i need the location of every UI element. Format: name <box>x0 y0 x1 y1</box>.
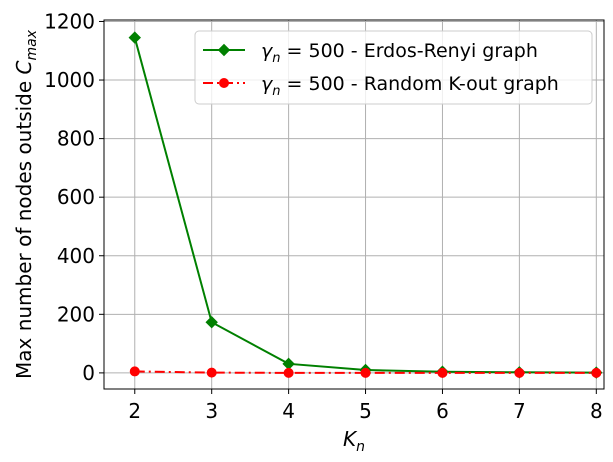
plot-frame <box>103 19 605 390</box>
y-tick-label-5: 1000 <box>44 68 95 92</box>
x-tick-label-4: 6 <box>436 399 449 423</box>
legend-label-1-subscript: n <box>272 84 280 99</box>
ticks: 2 3 4 5 6 7 8 0 200 400 600 800 1000 1200 <box>44 9 603 423</box>
x-tick-label-6: 8 <box>590 399 603 423</box>
series-1-point-1 <box>206 367 217 378</box>
series-1-point-0 <box>129 366 140 377</box>
x-tick-label-2: 4 <box>282 399 295 423</box>
legend-marker-0 <box>217 43 231 57</box>
series-1-point-6 <box>591 367 602 378</box>
x-tick-label-0: 2 <box>128 399 141 423</box>
legend-label-1-symbol: γ <box>261 73 274 95</box>
series-1-point-5 <box>514 367 525 378</box>
legend-marker-1 <box>219 78 229 88</box>
legend-label-0: γn = 500 - Erdos-Renyi graph <box>261 40 538 66</box>
series-0-point-0 <box>128 31 141 44</box>
legend-label-0-series-name: - Erdos-Renyi graph <box>345 40 538 62</box>
x-tick-label-3: 5 <box>359 399 372 423</box>
x-axis-label-sub: n <box>356 439 365 455</box>
series-1-point-2 <box>283 367 294 378</box>
x-axis-label: Kn <box>343 427 365 455</box>
legend-label-1-series-name: - Random K-out graph <box>345 73 559 95</box>
series-1-point-4 <box>437 367 448 378</box>
series-0-point-1 <box>205 316 218 329</box>
y-tick-label-1: 200 <box>57 302 95 326</box>
y-tick-label-0: 0 <box>82 361 95 385</box>
y-axis-label-text: Max number of nodes outside <box>12 74 36 379</box>
series-1-point-3 <box>360 367 371 378</box>
y-axis-label-sub: max <box>24 29 40 60</box>
x-tick-label-1: 3 <box>205 399 218 423</box>
y-axis-label: Max number of nodes outside Cmax <box>12 29 40 379</box>
legend-label-1-value: = 500 <box>281 73 345 95</box>
y-tick-label-3: 600 <box>57 185 95 209</box>
series-1 <box>129 366 602 378</box>
legend-box <box>194 30 593 105</box>
series-layer <box>128 31 603 379</box>
legend-label-1: γn = 500 - Random K-out graph <box>261 73 559 99</box>
x-tick-label-5: 7 <box>513 399 526 423</box>
y-tick-label-2: 400 <box>57 244 95 268</box>
legend-label-0-symbol: γ <box>261 40 274 62</box>
y-tick-label-4: 800 <box>57 127 95 151</box>
series-0-point-2 <box>282 357 295 371</box>
y-tick-label-6: 1200 <box>44 9 95 33</box>
legend-label-0-value: = 500 <box>281 40 345 62</box>
y-axis-label-base: C <box>12 60 36 74</box>
legend-label-0-subscript: n <box>272 51 280 66</box>
x-axis-label-base: K <box>343 427 358 451</box>
